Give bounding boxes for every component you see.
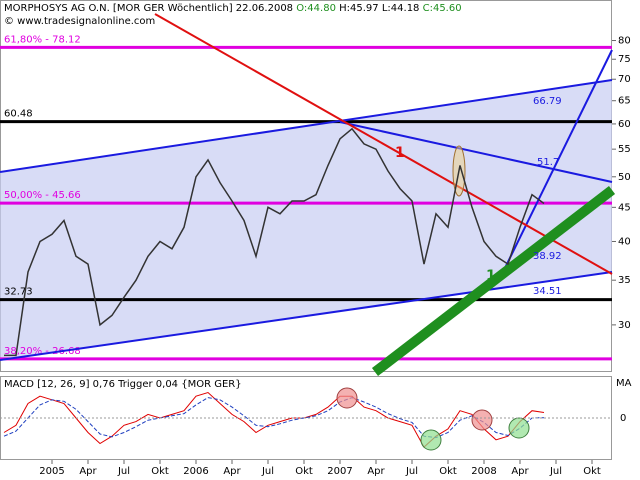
x-tick-label: Apr (79, 466, 97, 477)
trend-line (0, 271, 613, 361)
y-tick-label: 75 (618, 54, 631, 65)
x-tick-label: Jul (261, 466, 274, 477)
x-tick-label: Apr (223, 466, 241, 477)
trend-line (504, 49, 613, 269)
quote: L:44.18 (382, 3, 420, 14)
source: © www.tradesignalonline.com (4, 16, 155, 27)
x-tick-label: Jul (117, 466, 130, 477)
annotation: 38.92 (533, 251, 562, 262)
chart-title: MORPHOSYS AG O.N. [MOR GER Wöchentlich] … (4, 3, 462, 14)
y-tick-label: 40 (618, 236, 631, 247)
y-tick-label: 65 (618, 96, 631, 107)
x-tick-label: Okt (439, 466, 457, 477)
x-tick-label: Jul (549, 466, 562, 477)
x-tick-label: Okt (583, 466, 601, 477)
annotation: 66.79 (533, 96, 562, 107)
signal-marker (508, 417, 530, 439)
quote: O:44.80 (296, 3, 336, 14)
level-label: 50,00% - 45.66 (4, 190, 81, 201)
annotation: 51.7 (537, 157, 559, 168)
annotation: 34.51 (533, 286, 562, 297)
y-tick-label: 0 (620, 413, 626, 424)
signal-marker (336, 387, 358, 409)
annotation: 1 (486, 268, 496, 284)
y-tick-label: 70 (618, 74, 631, 85)
signal-marker (420, 429, 442, 451)
x-tick-label: 2007 (327, 466, 352, 477)
level-label: 32.73 (4, 287, 33, 298)
quote: C:45.60 (423, 3, 462, 14)
y-tick-label: 30 (618, 320, 631, 331)
trend-line (0, 79, 613, 173)
x-tick-label: 2005 (39, 466, 64, 477)
macd-line (3, 397, 545, 439)
y-tick-label: 45 (618, 202, 631, 213)
x-tick-label: Apr (367, 466, 385, 477)
macd-title: MACD [12, 26, 9] 0,76 Trigger 0,04 {MOR … (4, 379, 242, 390)
trend-line (371, 186, 616, 376)
x-tick-label: Jul (405, 466, 418, 477)
level-label: 60.48 (4, 109, 33, 120)
annotation: 1 (395, 145, 405, 161)
x-tick-label: 2006 (183, 466, 208, 477)
level-label: 38,20% - 26.68 (4, 346, 81, 357)
price-line (4, 127, 545, 357)
macd-axis-title: MA (616, 378, 632, 389)
y-tick-label: 50 (618, 172, 631, 183)
x-tick-label: Apr (511, 466, 529, 477)
y-tick-label: 35 (618, 275, 631, 286)
x-tick-label: Okt (151, 466, 169, 477)
x-tick-label: 2008 (471, 466, 496, 477)
level-label: 61,80% - 78.12 (4, 34, 81, 45)
y-tick-label: 80 (618, 36, 631, 47)
signal-marker (471, 409, 493, 431)
y-tick-label: 60 (618, 119, 631, 130)
title: MORPHOSYS AG O.N. [MOR GER Wöchentlich] … (4, 3, 293, 14)
trend-line (339, 121, 613, 183)
macd-line (3, 391, 545, 448)
quote: H:45.97 (339, 3, 379, 14)
x-tick-label: Okt (295, 466, 313, 477)
y-tick-label: 55 (618, 144, 631, 155)
trend-line (154, 13, 613, 275)
